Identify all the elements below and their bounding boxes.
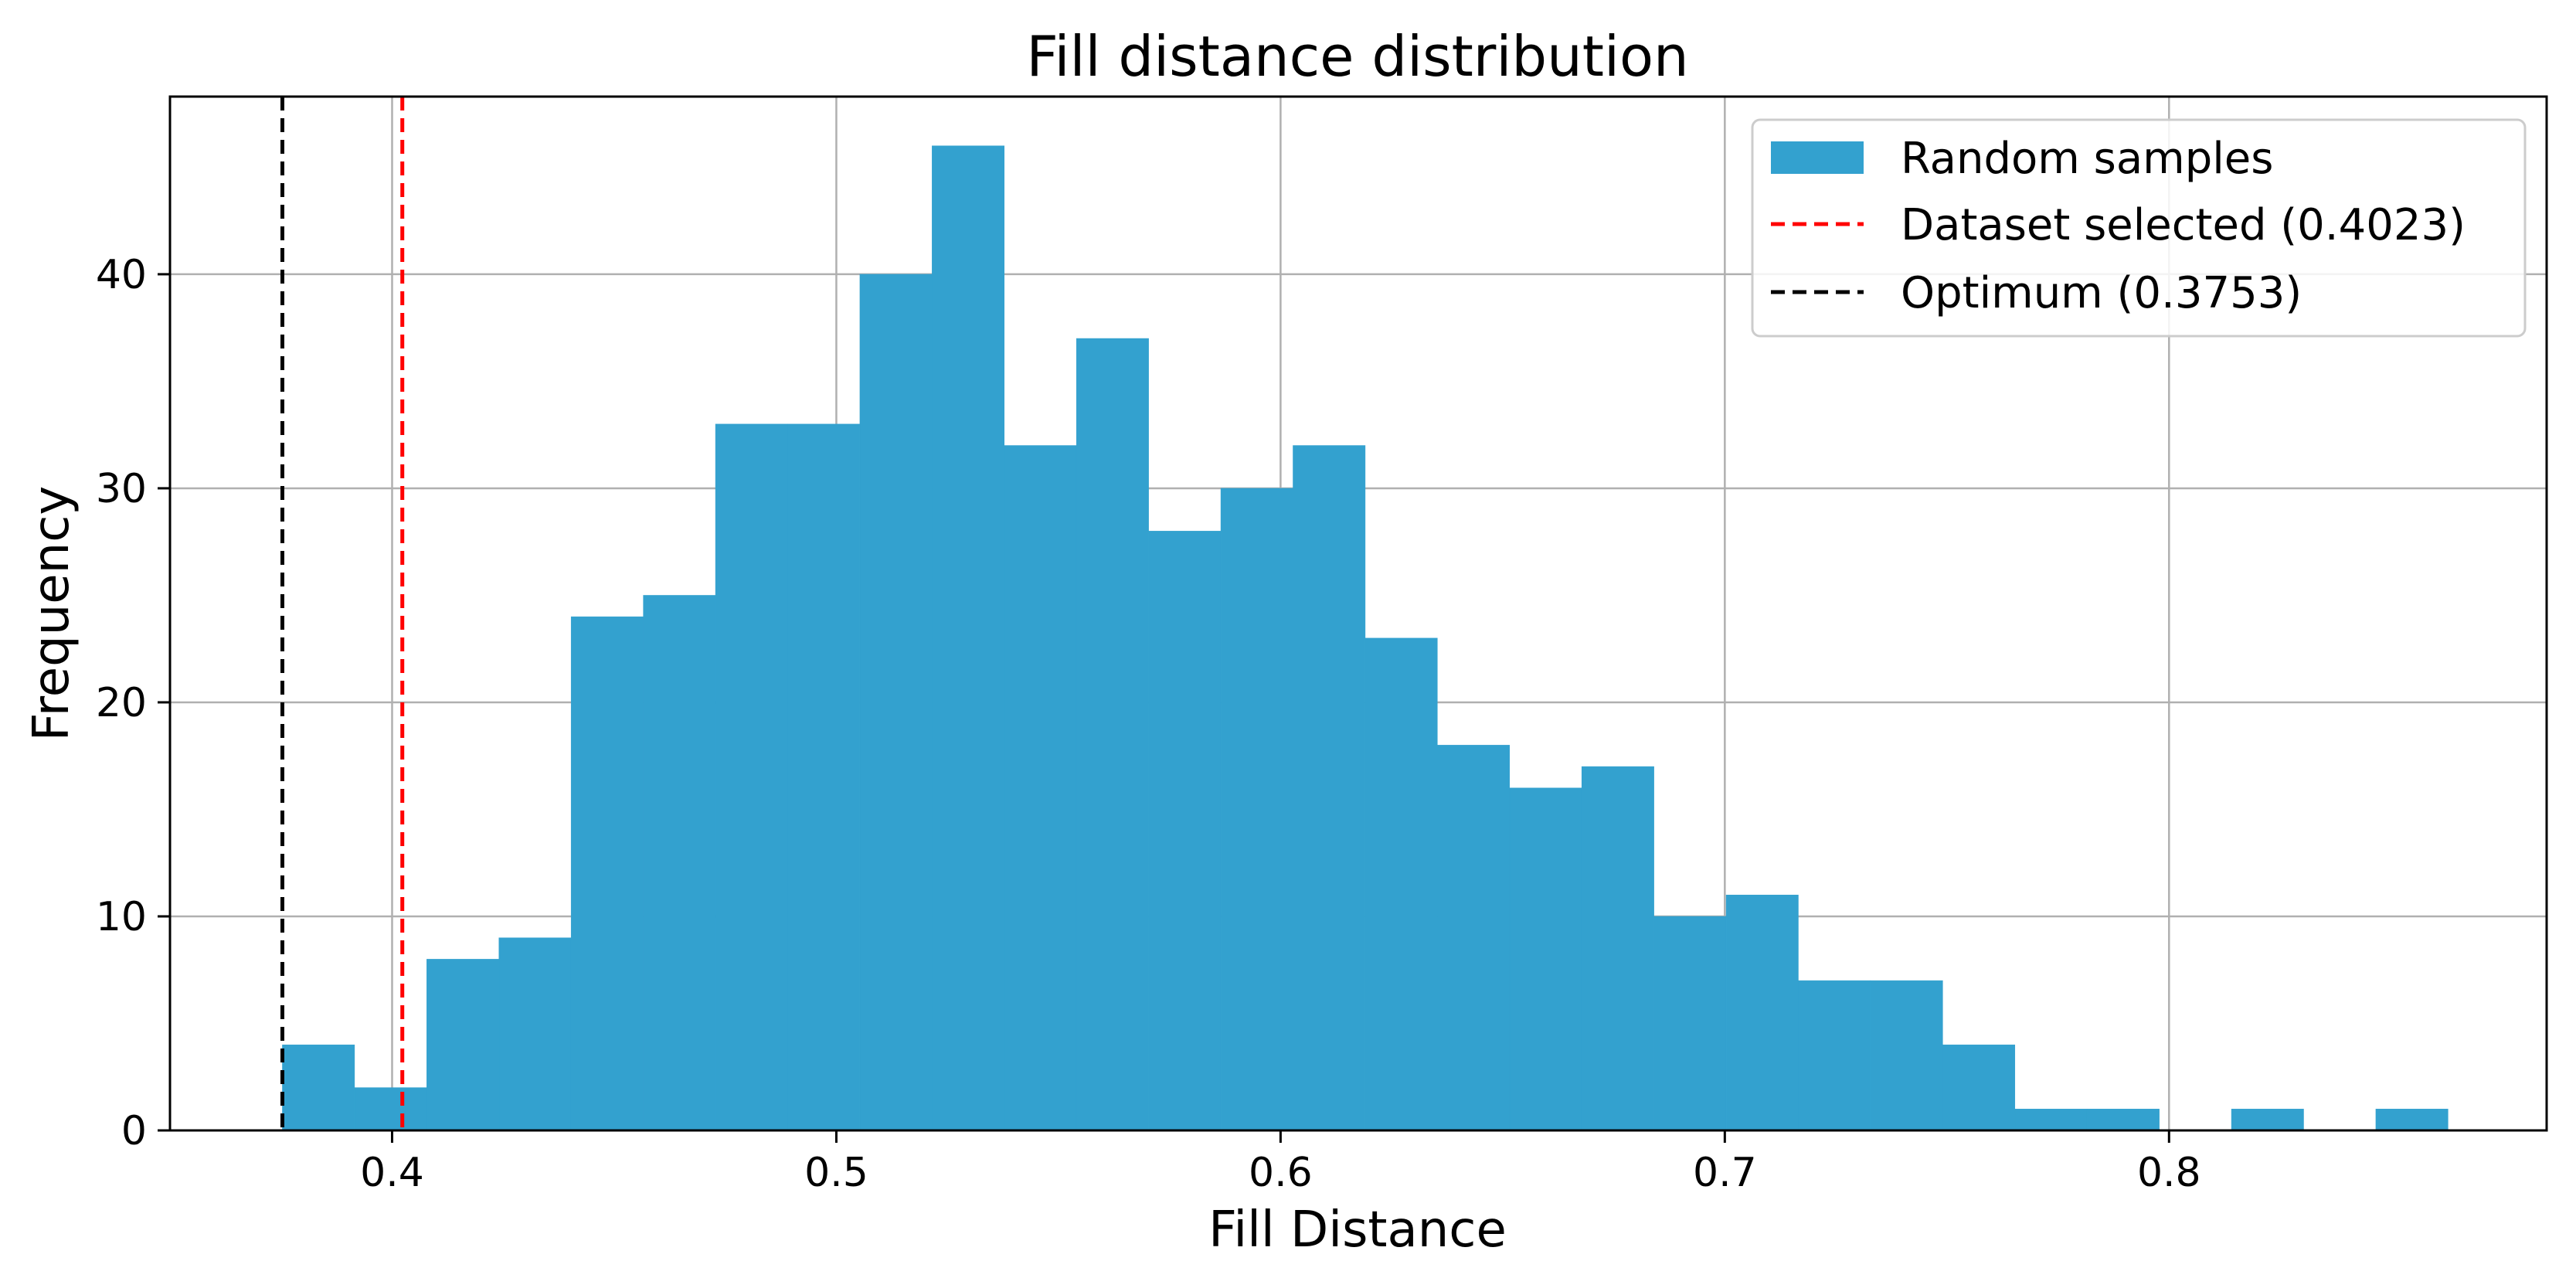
legend-box	[1751, 118, 2527, 338]
y-tick-label: 40	[96, 252, 147, 298]
y-tick-label: 20	[96, 680, 147, 726]
histogram-bar	[2014, 1109, 2088, 1131]
plot-frame	[168, 95, 2548, 1132]
x-tick-label: 0.6	[1249, 1150, 1313, 1196]
histogram-bar	[1076, 338, 1149, 1131]
histogram-bar	[282, 1044, 355, 1131]
y-axis-label: Frequency	[23, 486, 80, 742]
histogram-bar	[1870, 980, 1943, 1131]
histogram-bar	[427, 959, 500, 1131]
histogram-bar	[715, 423, 788, 1131]
x-axis-label: Fill Distance	[1208, 1202, 1507, 1259]
x-tick-label: 0.8	[2137, 1150, 2201, 1196]
chart-title: Fill distance distribution	[1026, 24, 1688, 89]
y-tick-label: 30	[96, 466, 147, 512]
histogram-bar	[1581, 766, 1654, 1131]
legend-label-optimum: Optimum (0.3753)	[1901, 268, 2302, 318]
histogram-bar	[1293, 445, 1366, 1131]
histogram-bar	[2375, 1109, 2449, 1131]
histogram-bar	[498, 937, 572, 1131]
histogram-bars	[282, 145, 2449, 1131]
histogram-bar	[1220, 488, 1293, 1131]
x-tick-label: 0.4	[360, 1150, 424, 1196]
histogram-bar	[354, 1087, 427, 1131]
histogram-bar	[643, 595, 716, 1131]
histogram-bar	[1148, 531, 1222, 1131]
x-tick-label: 0.7	[1693, 1150, 1757, 1196]
reference-lines	[280, 97, 405, 1130]
legend-swatch-random-samples	[1771, 141, 1864, 174]
histogram-bar	[1004, 445, 1077, 1131]
x-tick-label: 0.5	[804, 1150, 868, 1196]
legend-label-random-samples: Random samples	[1901, 134, 2273, 184]
histogram-bar	[1437, 745, 1511, 1131]
histogram-bar	[859, 274, 933, 1131]
axis-ticks: 0.4 0.5 0.6 0.7 0.8 0 10 20 30 40	[96, 252, 2201, 1196]
histogram-bar	[1942, 1044, 2016, 1131]
legend: Random samples Dataset selected (0.4023)…	[1751, 118, 2527, 338]
histogram-bar	[1364, 637, 1438, 1131]
histogram-bar	[932, 145, 1005, 1131]
legend-label-dataset-selected: Dataset selected (0.4023)	[1901, 200, 2466, 250]
histogram-bar	[1725, 895, 1799, 1131]
histogram-bar	[1509, 787, 1582, 1131]
histogram-bar	[1653, 916, 1727, 1131]
histogram-bar	[570, 616, 644, 1131]
histogram-bar	[2086, 1109, 2160, 1131]
histogram-bar	[1798, 980, 1871, 1131]
y-tick-label: 10	[96, 894, 147, 940]
histogram-bar	[787, 423, 861, 1131]
y-tick-label: 0	[121, 1108, 147, 1154]
histogram-bar	[2231, 1109, 2304, 1131]
